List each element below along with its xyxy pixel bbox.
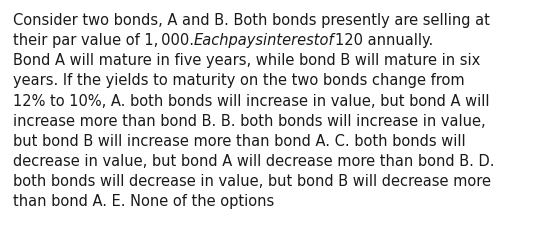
Text: Bond A will mature in five years, while bond B will mature in six: Bond A will mature in five years, while … bbox=[13, 53, 480, 68]
Text: 120 annually.: 120 annually. bbox=[335, 33, 433, 48]
Text: decrease in value, but bond A will decrease more than bond B. D.: decrease in value, but bond A will decre… bbox=[13, 153, 494, 168]
Text: than bond A. E. None of the options: than bond A. E. None of the options bbox=[13, 194, 274, 208]
Text: Consider two bonds, A and B. Both bonds presently are selling at: Consider two bonds, A and B. Both bonds … bbox=[13, 13, 490, 28]
Text: 12% to 10%, A. both bonds will increase in value, but bond A will: 12% to 10%, A. both bonds will increase … bbox=[13, 93, 489, 108]
Text: years. If the yields to maturity on the two bonds change from: years. If the yields to maturity on the … bbox=[13, 73, 465, 88]
Text: but bond B will increase more than bond A. C. both bonds will: but bond B will increase more than bond … bbox=[13, 133, 465, 148]
Text: both bonds will decrease in value, but bond B will decrease more: both bonds will decrease in value, but b… bbox=[13, 174, 491, 188]
Text: Eachpaysinterestof: Eachpaysinterestof bbox=[194, 33, 335, 48]
Text: their par value of 1, 000.: their par value of 1, 000. bbox=[13, 33, 194, 48]
Text: increase more than bond B. B. both bonds will increase in value,: increase more than bond B. B. both bonds… bbox=[13, 113, 485, 128]
